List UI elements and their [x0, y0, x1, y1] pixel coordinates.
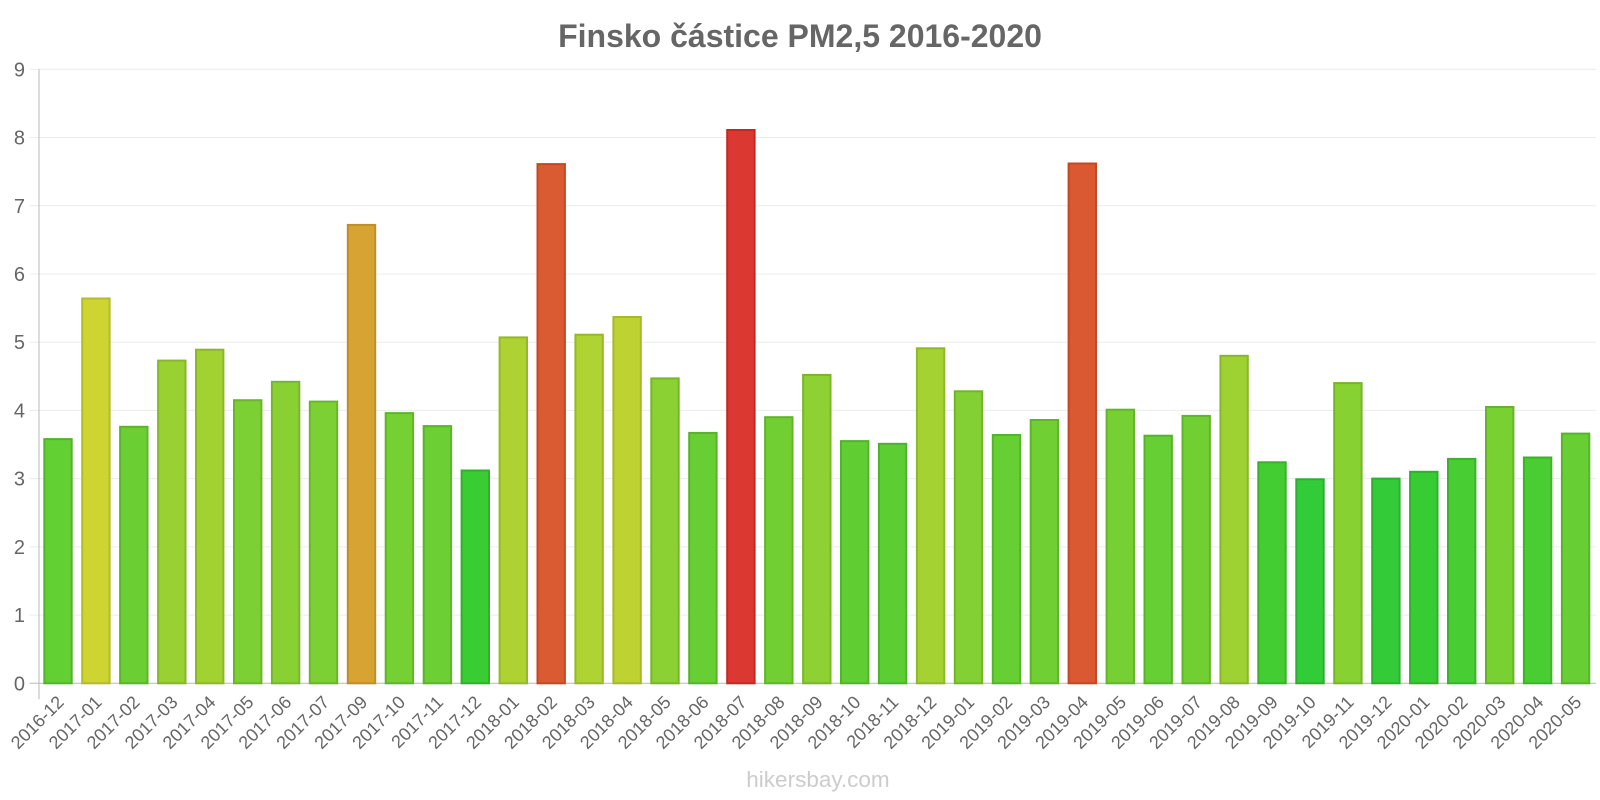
svg-text:hikersbay.com: hikersbay.com [746, 767, 889, 792]
svg-text:8: 8 [14, 128, 25, 150]
svg-text:7: 7 [14, 196, 25, 218]
svg-text:4: 4 [14, 400, 25, 422]
svg-text:2: 2 [14, 537, 25, 559]
svg-text:9: 9 [14, 59, 25, 81]
svg-text:Finsko částice PM2,5 2016-2020: Finsko částice PM2,5 2016-2020 [558, 18, 1042, 54]
svg-text:1: 1 [14, 605, 25, 627]
svg-text:3: 3 [14, 469, 25, 491]
svg-text:5: 5 [14, 332, 25, 354]
svg-text:0: 0 [14, 673, 25, 695]
svg-text:6: 6 [14, 264, 25, 286]
